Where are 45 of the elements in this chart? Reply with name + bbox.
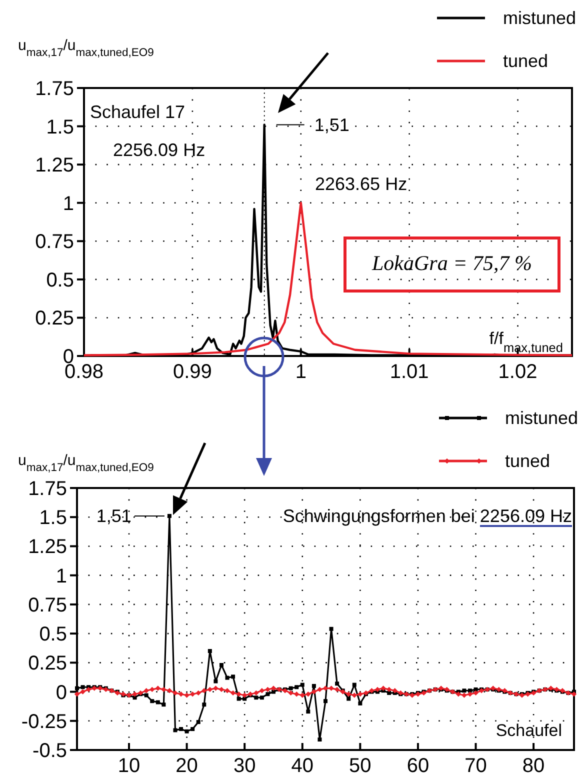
x-tick-label: 80 <box>522 755 545 777</box>
legend-label: mistuned <box>503 8 576 28</box>
y-axis-title: u$_{max,17}$/u$_{max,tuned,EO9}$ <box>18 37 154 59</box>
y-tick-label: 0.75 <box>28 594 67 616</box>
y-tick-label: 1.5 <box>39 507 67 530</box>
legend-label: tuned <box>505 451 550 471</box>
y-tick-label: 0.25 <box>28 652 67 675</box>
y-tick-label: 0 <box>56 682 67 704</box>
legend-label: tuned <box>503 51 548 71</box>
y-tick-label: -0.5 <box>32 740 67 762</box>
annotation: Schaufel 17 <box>90 102 186 122</box>
x-tick-label: 40 <box>291 755 314 777</box>
x-tick-label: 1.01 <box>390 361 429 383</box>
y-tick-label: 1.75 <box>28 478 67 500</box>
x-tick-label: 30 <box>233 755 256 777</box>
x-tick-label: 0.99 <box>172 361 212 383</box>
x-tick-label: 1 <box>295 361 306 383</box>
annotation: 2263.65 Hz <box>315 174 408 194</box>
y-tick-label: 1.25 <box>28 536 67 558</box>
x-tick-label: 60 <box>406 755 430 777</box>
x-axis-title: f/f$_{max,tuned}$ <box>489 329 563 354</box>
annotation: Schwingungsformen bei 2256.09 Hz <box>282 506 572 526</box>
y-axis-title: u$_{max,17}$/u$_{max,tuned,EO9}$ <box>18 452 154 474</box>
y-tick-label: -0.25 <box>21 710 67 733</box>
annotation: 2256.09 Hz <box>113 140 206 160</box>
annotation: LokaGra = 75,7 % <box>370 251 532 275</box>
x-tick-label: 1.02 <box>498 361 538 383</box>
x-tick-label: 70 <box>464 755 487 777</box>
y-tick-label: 1.25 <box>35 154 74 177</box>
y-tick-label: 1.75 <box>35 78 74 100</box>
y-tick-label: 0.25 <box>35 308 74 330</box>
legend-label: mistuned <box>505 408 578 428</box>
x-tick-label: 50 <box>349 755 372 777</box>
y-tick-label: 0.75 <box>35 231 74 254</box>
y-tick-label: 0.5 <box>39 624 67 646</box>
y-tick-label: 1.5 <box>46 116 74 138</box>
line-series <box>82 202 574 356</box>
annotation: 1,51 <box>96 506 132 526</box>
x-tick-label: 10 <box>118 755 140 777</box>
x-axis-title: Schaufel <box>496 721 562 740</box>
y-tick-label: 1 <box>56 565 67 588</box>
x-tick-label: 20 <box>176 755 198 777</box>
annotation: 1,51 <box>314 114 350 135</box>
y-tick-label: 0.5 <box>46 269 74 292</box>
y-tick-label: 1 <box>62 192 74 215</box>
